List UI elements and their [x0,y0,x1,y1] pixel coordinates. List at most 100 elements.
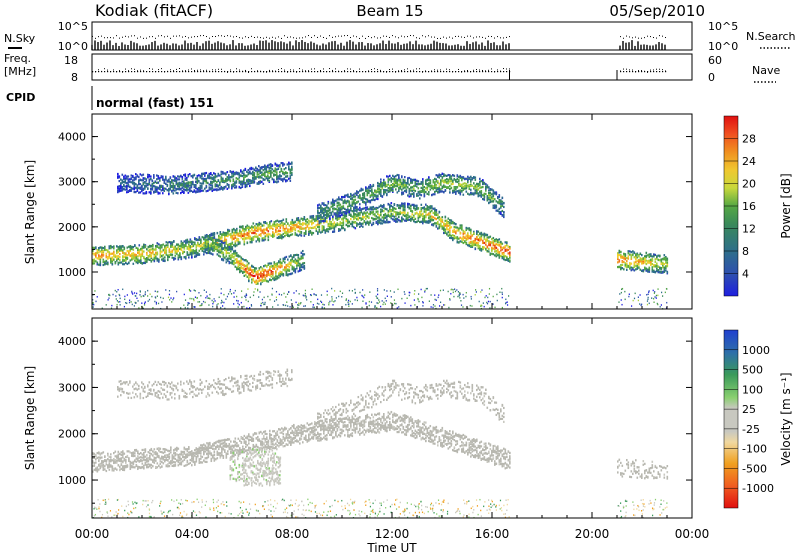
power-cell [228,243,231,246]
power-cell [288,177,290,180]
power-cell [98,257,100,260]
power-cell [201,249,204,252]
power-cell [206,251,208,255]
power-cell [308,222,310,225]
power-cell [235,172,238,175]
power-cell [236,229,238,232]
power-cell [425,207,427,211]
nave-trace-dot [269,69,270,71]
power-cell [261,167,263,170]
power-cell [202,182,205,185]
power-cell [291,268,294,271]
power-cell [365,213,367,217]
power-cell [354,192,357,195]
freq-trace-dot [431,71,433,73]
power-cell [189,173,191,176]
power-cell [161,245,163,248]
power-cell [258,267,261,270]
power-cell [341,198,343,201]
power-cell [267,164,269,167]
power-cell [360,224,363,227]
freq-trace-dot [233,71,235,73]
power-cell [279,270,282,273]
power-cell [252,167,254,170]
nave-trace-dot [104,68,105,70]
power-cell [99,258,102,261]
power-cell [392,218,394,221]
power-cell [168,253,171,256]
nave-trace-dot [128,70,129,72]
power-cell [224,231,226,235]
power-cell [384,214,387,217]
power-cell [482,241,484,244]
power-cell [117,254,120,258]
power-cell [246,237,249,240]
power-cell [102,260,105,264]
power-cell [254,231,256,234]
power-cell [413,214,415,217]
power-cell [429,205,432,208]
power-cell [163,189,166,192]
power-cell [383,193,385,196]
nsearch-trace-dot [410,35,411,37]
power-cell [219,245,222,248]
power-cell [230,254,232,257]
power-cell [443,229,445,232]
power-cell [198,236,201,239]
power-cell [252,274,255,278]
nave-trace-dot [656,68,657,70]
power-cell [317,217,319,220]
power-cell [282,222,285,225]
power-cell [145,178,148,181]
power-cell [282,218,285,221]
power-cell [219,236,222,239]
power-cell [141,174,143,177]
nsky-tick-top: 10^5 [58,20,88,33]
power-cell [259,181,262,184]
nave-trace-dot [377,69,378,71]
power-cell [95,247,97,250]
power-cell [135,259,138,262]
power-cell [227,258,229,262]
nave-trace-dot [665,70,666,72]
power-cell [461,237,463,240]
power-cell [372,210,375,214]
power-cell [348,209,351,212]
power-cell [329,222,331,226]
power-cell [279,272,282,276]
power-cell [194,249,196,253]
power-cell [141,185,143,188]
power-cell [164,249,166,252]
power-cell [171,189,173,193]
freq-trace-dot [326,71,328,73]
nsearch-trace-dot [182,36,183,38]
power-cell [255,166,257,169]
freq-trace-dot [428,71,430,73]
power-cell [236,257,238,261]
power-cell [249,182,251,185]
power-cell [395,214,397,217]
power-cell [480,235,483,238]
power-cell [282,172,284,175]
power-cell [288,168,290,171]
freq-trace-dot [239,71,241,73]
power-cell [279,226,282,229]
power-cell [258,273,261,276]
power-cell [218,237,220,240]
power-cell [279,171,281,174]
freq-trace-dot [473,71,475,73]
power-cell [351,201,354,204]
power-cell [234,234,237,237]
freq-frame [91,53,693,81]
power-cell [297,220,300,223]
freq-trace-dot [230,71,232,73]
power-cell [202,172,205,175]
nsearch-trace-dot [128,36,129,38]
power-cell [396,211,399,214]
power-cell [399,206,402,209]
power-cell [130,189,133,192]
power-cell [435,217,438,221]
power-cell [359,213,361,216]
power-cell [350,207,352,210]
power-cell [121,188,124,191]
